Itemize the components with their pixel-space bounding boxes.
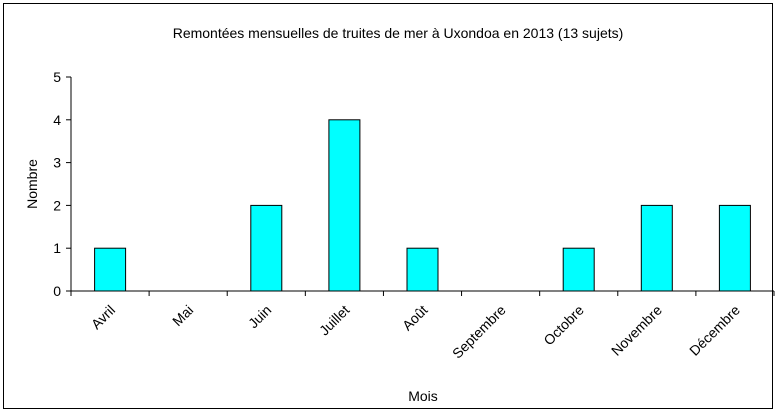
x-axis-label: Mois [408, 388, 438, 404]
x-tick-label-0: Avril [88, 302, 118, 332]
bars-group [94, 119, 751, 292]
y-tick-label-3: 3 [53, 155, 61, 171]
x-tick-label-7: Novembre [608, 302, 665, 359]
y-axis-label: Nombre [24, 159, 40, 209]
y-tick-label-2: 2 [53, 197, 61, 213]
bar-6 [562, 247, 595, 292]
bar-7 [640, 204, 673, 292]
axes-group [70, 77, 774, 292]
x-tick-label-2: Juin [245, 302, 274, 331]
x-tick-label-8: Décembre [686, 302, 743, 359]
y-tick-label-4: 4 [53, 112, 61, 128]
x-tick-label-3: Juillet [316, 302, 353, 339]
bar-3 [328, 119, 361, 292]
y-tick-label-5: 5 [53, 69, 61, 85]
bar-0 [94, 247, 127, 292]
y-ticks-group: 0 1 2 3 4 5 [53, 69, 71, 299]
x-tick-label-5: Septembre [449, 302, 509, 362]
x-tick-label-6: Octobre [540, 302, 587, 349]
x-ticks-group: Avril Mai Juin Juillet Août Septembre Octobre N… [70, 291, 775, 362]
chart-title: Remontées mensuelles de truites de mer à… [173, 25, 624, 41]
bar-8 [718, 204, 751, 292]
x-tick-label-1: Mai [169, 302, 196, 329]
y-tick-label-1: 1 [53, 240, 61, 256]
bar-2 [250, 204, 283, 292]
x-tick-label-4: Août [399, 302, 431, 334]
y-tick-label-0: 0 [53, 283, 61, 299]
bar-4 [406, 247, 439, 292]
